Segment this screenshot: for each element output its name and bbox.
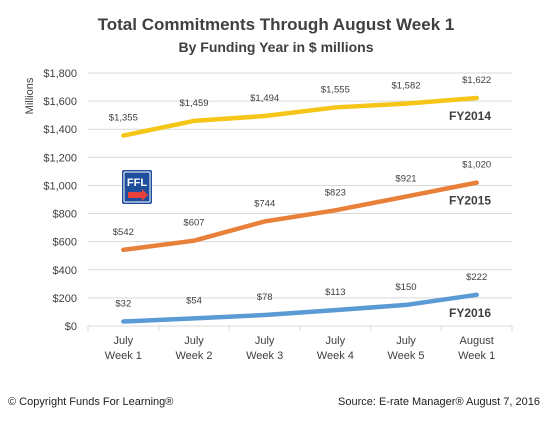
data-label: $921 — [395, 174, 416, 185]
y-tick-label: $0 — [65, 321, 77, 333]
data-point — [474, 180, 479, 185]
x-tick-label: Week 1 — [105, 350, 142, 362]
data-point — [333, 308, 338, 313]
y-axis-ticks: $0 $200 $400 $600 $800 $1,000 $1,200 $1,400 $1,6… — [43, 68, 77, 333]
data-label: $1,555 — [321, 84, 350, 95]
x-tick-label: August — [460, 335, 494, 347]
x-tick-label: Week 3 — [246, 350, 283, 362]
y-tick-label: $200 — [53, 293, 77, 305]
y-tick-label: $400 — [53, 265, 77, 277]
data-label: $78 — [257, 292, 273, 303]
y-tick-label: $800 — [53, 209, 77, 221]
series-label-fy2014: FY2014 — [449, 109, 491, 123]
data-point — [404, 302, 408, 307]
x-tick-label: Week 5 — [387, 350, 424, 362]
gridlines — [88, 72, 512, 327]
data-point — [262, 219, 267, 224]
x-tick-label: July — [255, 335, 275, 347]
x-tick-label: Week 4 — [317, 350, 354, 362]
x-tick-label: July — [114, 335, 134, 347]
x-tick-label: Week 2 — [175, 350, 212, 362]
data-point — [474, 292, 479, 297]
data-label: $744 — [254, 198, 275, 209]
y-tick-label: $1,800 — [43, 68, 77, 80]
series-line-fy2015 — [121, 180, 479, 253]
copyright-text: © Copyright Funds For Learning® — [8, 396, 173, 408]
chart-title: Total Commitments Through August Week 1 — [98, 15, 455, 34]
y-tick-label: $1,000 — [43, 180, 77, 192]
data-label: $150 — [395, 282, 416, 293]
x-tick-label: July — [184, 335, 204, 347]
data-label: $54 — [186, 295, 202, 306]
y-tick-label: $1,200 — [43, 152, 77, 164]
data-point — [474, 96, 479, 101]
data-label: $1,459 — [179, 98, 208, 109]
data-point — [192, 316, 196, 321]
data-label: $1,622 — [462, 75, 491, 86]
data-point — [121, 247, 126, 252]
data-point — [333, 105, 338, 110]
series-label-fy2015: FY2015 — [449, 194, 491, 208]
data-label: $1,582 — [391, 81, 420, 92]
data-labels: $1,355 $1,459 $1,494 $1,555 $1,582 $1,622 FY20… — [109, 75, 492, 320]
data-point — [404, 194, 408, 199]
series-line-fy2016 — [121, 292, 479, 324]
data-label: $1,020 — [462, 160, 491, 171]
series-label-fy2016: FY2016 — [449, 306, 491, 320]
series-lines — [121, 95, 479, 324]
ffl-logo-icon: FFL — [122, 170, 152, 204]
data-label: $542 — [113, 227, 134, 238]
x-tick-label: July — [326, 335, 346, 347]
y-axis-label: Millions — [24, 77, 36, 114]
data-label: $607 — [183, 218, 204, 229]
series-line-fy2014 — [121, 95, 479, 138]
data-point — [121, 319, 126, 324]
data-label: $1,494 — [250, 93, 279, 104]
data-point — [333, 208, 338, 213]
data-label: $222 — [466, 272, 487, 283]
data-label: $113 — [325, 287, 345, 298]
source-text: Source: E-rate Manager® August 7, 2016 — [338, 396, 540, 408]
data-point — [121, 133, 126, 138]
y-tick-label: $600 — [53, 237, 77, 249]
data-point — [262, 114, 267, 119]
y-tick-label: $1,600 — [43, 96, 77, 108]
data-point — [404, 101, 408, 106]
x-tick-label: Week 1 — [458, 350, 495, 362]
x-tick-label: July — [396, 335, 416, 347]
data-point — [192, 238, 196, 243]
logo-text: FFL — [127, 177, 147, 189]
data-label: $1,355 — [109, 113, 138, 124]
data-point — [262, 313, 267, 318]
data-label: $823 — [325, 187, 346, 198]
data-point — [192, 118, 196, 123]
data-label: $32 — [115, 299, 131, 310]
y-tick-label: $1,400 — [43, 124, 77, 136]
x-axis-ticks: July Week 1 July Week 2 July Week 3 July Week 4… — [87, 326, 513, 362]
chart-subtitle: By Funding Year in $ millions — [178, 39, 373, 55]
